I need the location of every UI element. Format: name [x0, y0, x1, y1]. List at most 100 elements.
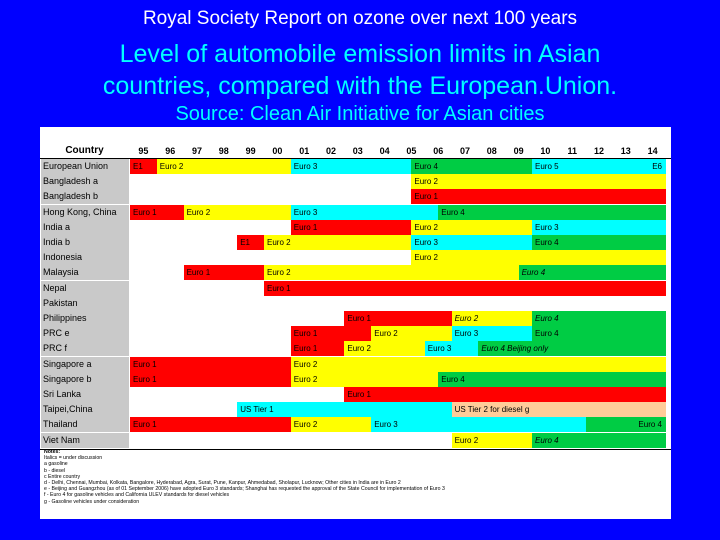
year-header: 11 [567, 146, 577, 156]
emission-standard-segment: E1 [237, 235, 264, 250]
country-label: Malaysia [41, 265, 129, 281]
emission-standard-segment: Euro 4 [532, 235, 666, 250]
emission-standard-segment: Euro 1 [344, 387, 666, 402]
emission-standard-segment: Euro 4 [438, 371, 666, 387]
emission-standard-segment: Euro 2 [371, 326, 452, 342]
emission-standard-segment: Euro 2 [411, 174, 666, 190]
emission-table: Country 95 96 97 98 99 00 01 02 03 04 05 06 07 08 09 10… [40, 127, 671, 519]
emission-standard-segment: Euro 2 [290, 417, 372, 433]
note-line: e - Beijing and Guangzhou (as of 01 Sept… [44, 486, 445, 493]
year-header: 10 [540, 146, 551, 156]
emission-standard-segment: Euro 2 [411, 250, 666, 266]
note-line: a gasoline [44, 461, 68, 468]
country-label: Nepal [41, 280, 129, 296]
emission-standard-segment: Euro 4 [532, 326, 666, 342]
slide-title-line-2b: countries, compared with the European.Un… [102, 72, 618, 100]
emission-standard-segment: Euro 2 [183, 204, 291, 220]
note-line: Italics = under discussion [44, 455, 103, 462]
note-line: b - diesel [44, 467, 66, 474]
header-divider [40, 158, 671, 159]
year-header: 00 [272, 146, 283, 156]
emission-standard-segment: Euro 2 [156, 159, 291, 174]
country-label: Philippines [41, 311, 129, 326]
country-label: European Union [41, 159, 129, 174]
emission-standard-segment: Euro 4 [411, 159, 532, 174]
emission-standard-segment: Euro 1 [183, 265, 264, 281]
emission-standard-segment: Euro 3 [371, 417, 586, 433]
emission-standard-segment: Euro 3 [451, 326, 532, 342]
country-label: PRC e [41, 326, 129, 342]
country-label: Viet Nam [41, 432, 129, 448]
table-bottom-divider [40, 448, 671, 450]
year-header: 99 [245, 146, 256, 156]
emission-standard-segment: Euro 5 [532, 159, 640, 174]
emission-standard-segment: Euro 4 [518, 265, 666, 281]
year-header: 04 [379, 146, 390, 156]
emission-standard-segment: Euro 2 [264, 265, 519, 281]
year-header: 03 [352, 146, 363, 156]
emission-standard-segment: US Tier 1 [237, 402, 452, 418]
country-label: Taipei,China [41, 402, 129, 418]
emission-standard-segment: Euro 2 [264, 235, 412, 250]
country-label: Sri Lanka [41, 387, 129, 402]
country-label: India b [41, 235, 129, 250]
emission-standard-segment: E6 [639, 159, 666, 174]
year-header: 05 [406, 146, 417, 156]
emission-standard-segment: Euro 4 Beijing only [478, 341, 666, 357]
emission-standard-segment: Euro 1 [290, 219, 412, 235]
emission-standard-segment: Euro 1 [130, 204, 184, 220]
year-header: 98 [218, 146, 229, 156]
note-line: f - Euro 4 for gasoline vehicles and Cal… [44, 492, 230, 499]
year-header: 09 [513, 146, 524, 156]
year-header: 08 [486, 146, 497, 156]
year-header: 95 [138, 146, 149, 156]
emission-standard-segment: Euro 1 [130, 371, 291, 387]
year-header: 97 [191, 146, 202, 156]
slide-title-main: Level of automobile emission limits in A… [0, 38, 720, 102]
emission-standard-segment: Euro 3 [532, 219, 666, 235]
country-label: India a [41, 219, 129, 235]
country-label: Thailand [41, 417, 129, 433]
emission-standard-segment: Euro 3 [411, 235, 532, 250]
emission-standard-segment: Euro 2 [290, 371, 439, 387]
emission-standard-segment: Euro 1 [264, 280, 666, 296]
emission-standard-segment: Euro 4 [532, 432, 666, 448]
country-label: Pakistan [41, 295, 129, 311]
country-label: Indonesia [41, 250, 129, 266]
emission-standard-segment: Euro 1 [411, 189, 666, 205]
slide-source-line: Source: Clean Air Initiative for Asian c… [175, 103, 545, 125]
emission-standard-segment: US Tier 2 for diesel g [451, 402, 666, 418]
table-notes: Notes: Italics = under discussion a gasoli… [44, 449, 664, 505]
emission-standard-segment: Euro 2 [344, 341, 425, 357]
emission-standard-segment: E1 [130, 159, 157, 174]
emission-standard-segment: Euro 4 [532, 311, 666, 326]
emission-standard-segment: Euro 4 [585, 417, 666, 433]
country-label: Singapore b [41, 371, 129, 387]
emission-standard-segment: Euro 2 [290, 356, 666, 372]
year-header: 02 [325, 146, 336, 156]
emission-standard-segment: Euro 2 [451, 432, 532, 448]
slide-title-line-2a: Level of automobile emission limits in A… [119, 40, 601, 68]
emission-standard-segment: Euro 3 [290, 159, 412, 174]
slide-title-line-1: Royal Society Report on ozone over next … [142, 8, 578, 29]
year-header: 01 [299, 146, 310, 156]
year-header: 12 [593, 146, 604, 156]
country-label: Singapore a [41, 356, 129, 372]
note-line: d - Delhi, Chennai, Mumbai, Kolkata, Ban… [44, 480, 401, 487]
country-label: Bangladesh a [41, 174, 129, 190]
year-header: 13 [620, 146, 631, 156]
emission-standard-segment: Euro 2 [411, 219, 532, 235]
country-label: PRC f [41, 341, 129, 357]
year-header: 07 [459, 146, 470, 156]
emission-standard-segment: Euro 1 [290, 341, 345, 357]
emission-standard-segment: Euro 1 [130, 417, 291, 433]
note-line: g - Gasoline vehicles under consideratio… [44, 498, 140, 505]
year-header: 14 [647, 146, 658, 156]
emission-standard-segment: Euro 2 [451, 311, 532, 326]
note-line: c Entire country [44, 473, 81, 480]
note-line: Notes: [44, 449, 61, 455]
emission-standard-segment: Euro 4 [438, 204, 666, 220]
emission-standard-segment: Euro 3 [290, 204, 439, 220]
emission-standard-segment: Euro 1 [344, 311, 452, 326]
emission-standard-segment: Euro 3 [424, 341, 479, 357]
